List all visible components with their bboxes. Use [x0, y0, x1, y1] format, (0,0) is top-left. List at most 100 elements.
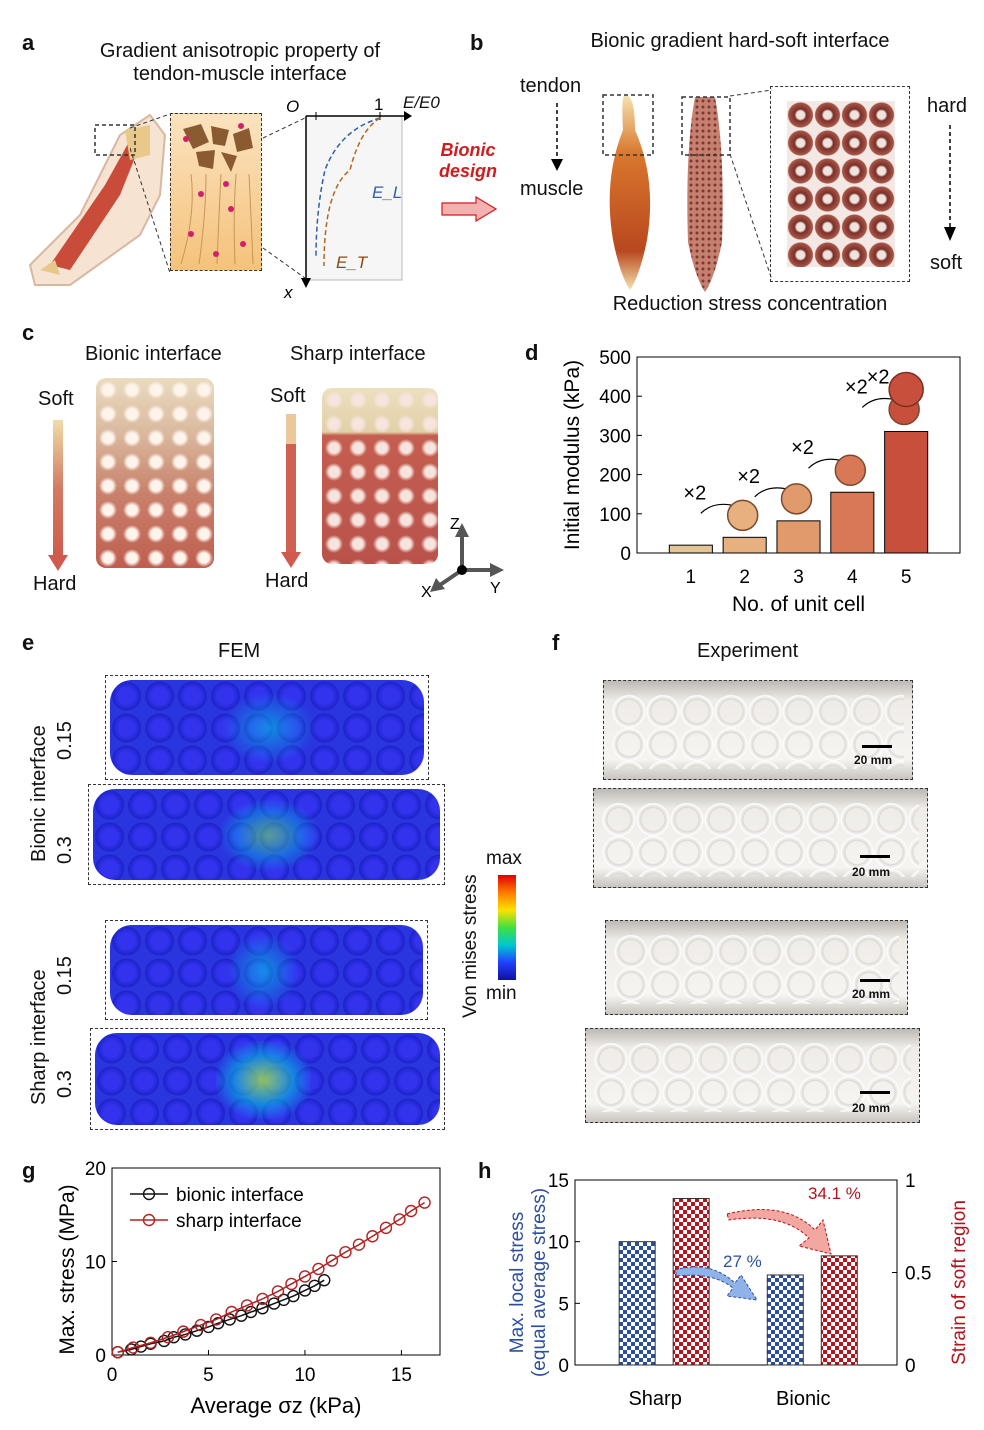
chart-d-multiplier-annotation: ×2 [737, 466, 760, 488]
hard-label: hard [927, 95, 968, 117]
chart-h-ytick-right-label: 0.5 [905, 1264, 931, 1285]
chart-g-data-point [271, 1285, 285, 1298]
scale-bar-label: 20 mm [852, 865, 891, 879]
chart-g-data-point [418, 1196, 431, 1209]
chart-h-bar [820, 1255, 858, 1366]
scale-bar [860, 855, 890, 858]
fem-sharp-015 [105, 920, 428, 1020]
bionic-interface-title: Bionic interface [85, 343, 222, 365]
chart-d-xtick-label: 1 [686, 567, 697, 588]
fem-sharp-strain-015: 0.15 [54, 956, 76, 995]
chart-g-data-point [366, 1230, 379, 1243]
hard-to-soft-arrow [944, 125, 956, 241]
chart-h-ytick-left-label: 10 [548, 1233, 569, 1254]
chart-d-unit-cell-icon [780, 483, 813, 515]
chart-d-xtick-label: 2 [739, 567, 750, 588]
fem-sharp-strain-03: 0.3 [54, 1070, 76, 1098]
chart-d-multiplier-arrow [700, 503, 733, 514]
bionic-design-line1: Bionic [440, 140, 496, 160]
scale-bar-label: 20 mm [852, 1101, 891, 1115]
chart-g-data-point [111, 1345, 124, 1359]
sharp-lattice-model [322, 388, 438, 564]
scale-bar [860, 979, 890, 982]
chart-g-data-point [144, 1336, 157, 1350]
photo-sharp-03-lattice [594, 1043, 911, 1112]
chart-h-bar [672, 1198, 710, 1366]
chart-g-ylabel: Max. stress (MPa) [56, 1184, 79, 1354]
chart-g-data-point [404, 1204, 418, 1218]
tissue-microstructure [180, 123, 254, 265]
chart-g-data-point [325, 1254, 339, 1267]
bionic-lattice-model [96, 378, 214, 568]
chart-d-ytick-label: 0 [620, 544, 631, 565]
chart-h-annotation-341: 34.1 % [808, 1184, 861, 1203]
chart-d-ylabel: Initial modulus (kPa) [561, 360, 584, 550]
sharp-hard-label: Hard [265, 570, 309, 592]
sharp-gradient-arrowhead [281, 552, 301, 568]
chart-g-xtick-label: 5 [203, 1365, 214, 1386]
chart-g-data-point [194, 1318, 207, 1332]
chart-d-multiplier-annotation: ×2 [791, 437, 814, 459]
axis-y-label-c: Y [490, 580, 501, 597]
scale-bar-label: 20 mm [854, 753, 893, 767]
inset-connector-lines [130, 113, 306, 279]
chart-g-data-point [352, 1238, 366, 1251]
chart-d-ytick-label: 100 [599, 505, 631, 526]
panel-a-title-line2: tendon-muscle interface [133, 63, 347, 85]
panel-b-label: b [470, 30, 484, 55]
panel-a-label: a [22, 30, 35, 55]
photo-bionic-015: 20 mm [603, 680, 913, 780]
chart-g-legend-label: bionic interface [176, 1185, 304, 1206]
chart-g-data-point [127, 1341, 140, 1354]
chart-d-initial-modulus: 0 100 200 300 400 500 1 ×2 2 ×2 3 ×2 4 ×2 5 ×2 No. of un… [561, 348, 961, 616]
chart-h-xtick-label: Bionic [776, 1388, 830, 1410]
chart-d-ytick-label: 400 [599, 387, 631, 408]
chart-d-multiplier-arrow [861, 397, 895, 408]
chart-h-ytick-right-label: 0 [905, 1356, 916, 1377]
chart-d-unit-cell-icon [726, 499, 759, 532]
chart-g-data-point [209, 1313, 223, 1326]
muscle-model [602, 94, 654, 290]
chart-g-xtick-label: 10 [294, 1365, 315, 1386]
chart-d-xlabel: No. of unit cell [732, 593, 865, 616]
chart-g-data-point [240, 1299, 254, 1312]
axis-one-label: 1 [374, 95, 383, 114]
chart-h-ytick-left-label: 0 [558, 1356, 569, 1377]
tissue-inset [170, 113, 262, 271]
fem-sharp-03-hotspot [216, 1041, 311, 1119]
lattice-zoom-box [770, 86, 910, 282]
bionic-design-line2: design [438, 161, 497, 181]
chart-d-bar [776, 520, 821, 554]
chart-h-local-stress-strain: 0 5 10 15 0 0.5 1 Sharp Bionic 27 % 34.1 % Max. loc… [507, 1171, 970, 1410]
panel-f-label: f [552, 630, 560, 655]
chart-g-legend-marker [142, 1213, 156, 1227]
colorbar-max-label: max [486, 848, 522, 869]
colorbar-title: Von mises stress [460, 874, 481, 1018]
chart-h-ylabel-left-line1: Max. local stress [507, 1212, 528, 1353]
chart-g-data-point [223, 1313, 236, 1326]
chart-d-ytick-label: 200 [599, 466, 631, 487]
chart-h-ytick-left-label: 15 [548, 1171, 569, 1192]
chart-d-ytick-label: 500 [599, 348, 631, 369]
chart-g-xtick-label: 0 [107, 1365, 118, 1386]
axis-origin-label: O [286, 97, 299, 116]
chart-h-xtick-label: Sharp [628, 1388, 681, 1410]
fem-bionic-03-hotspot [219, 799, 319, 871]
bionic-design-arrow [441, 196, 498, 222]
chart-g-series-line [117, 1201, 425, 1353]
panel-b-title: Bionic gradient hard-soft interface [590, 30, 890, 52]
bionic-design-text: Bionic design [428, 140, 508, 182]
experiment-title: Experiment [697, 640, 799, 662]
chart-h-bar [766, 1274, 804, 1366]
panel-b-caption: Reduction stress concentration [612, 293, 888, 315]
chart-h-ylabel-left-line2: (equal average stress) [529, 1188, 550, 1377]
panel-d-label: d [525, 340, 539, 365]
chart-g-data-point [285, 1277, 298, 1291]
chart-g-data-point [308, 1279, 321, 1293]
chart-g-legend-marker [142, 1187, 156, 1201]
chart-g-legend-label: sharp interface [176, 1211, 302, 1232]
fem-sharp-03 [90, 1028, 445, 1130]
chart-g-data-point [318, 1273, 331, 1287]
chart-g-data-point [287, 1289, 300, 1303]
bionic-soft-label: Soft [38, 388, 74, 410]
